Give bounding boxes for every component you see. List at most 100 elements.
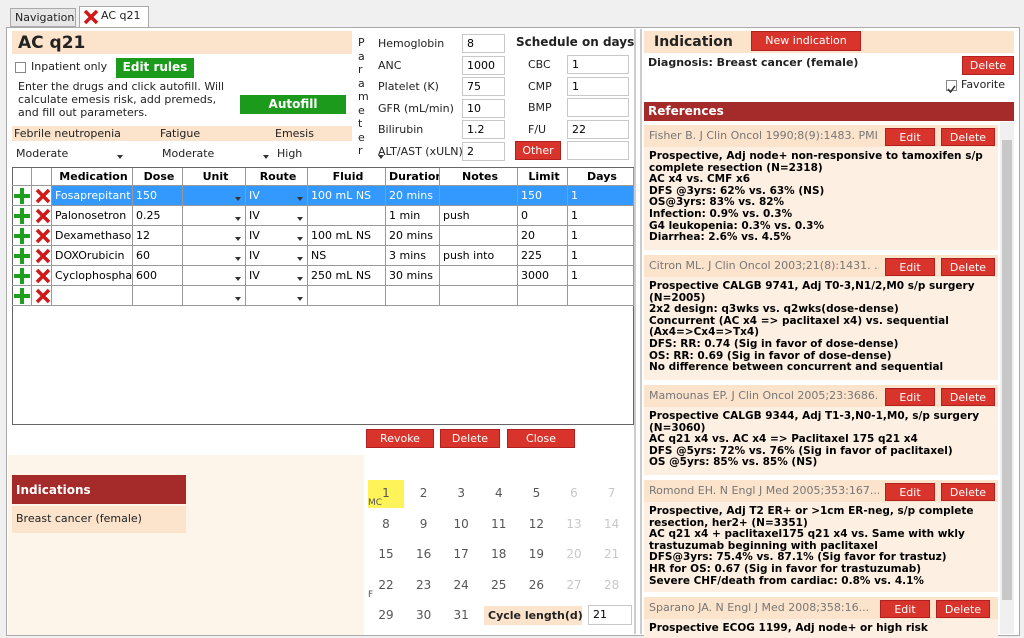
calendar-day[interactable]: 28 [603, 577, 620, 592]
dropdown-arrow[interactable] [232, 210, 244, 222]
parameter-input[interactable]: 8 [462, 34, 505, 53]
table-cell[interactable] [183, 186, 246, 206]
dropdown-arrow[interactable] [232, 290, 244, 302]
dropdown-arrow[interactable] [294, 250, 306, 262]
delete-row-icon[interactable] [35, 188, 51, 204]
edit-rules-button[interactable]: Edit rules [116, 58, 194, 78]
calendar-day[interactable]: 13 [566, 516, 582, 531]
delete-row-icon[interactable] [35, 208, 51, 224]
table-cell[interactable]: 1 [568, 246, 634, 266]
delete-reference-button[interactable]: Delete [936, 600, 990, 618]
edit-reference-button[interactable]: Edit [885, 483, 935, 501]
table-cell[interactable]: 1 [568, 206, 634, 226]
table-cell[interactable]: push into [440, 246, 518, 266]
add-row-icon[interactable] [13, 227, 31, 245]
table-cell[interactable] [246, 286, 308, 306]
table-cell[interactable]: 3000 [518, 266, 568, 286]
calendar-day[interactable]: 7 [607, 486, 616, 500]
dropdown-arrow[interactable] [294, 270, 306, 282]
delete-reference-button[interactable]: Delete [941, 128, 995, 146]
calendar-day[interactable]: 1 [382, 486, 390, 500]
delete-row-icon[interactable] [35, 268, 51, 284]
table-cell[interactable]: 1 [568, 186, 634, 206]
table-cell[interactable]: Cyclophosphamide [52, 266, 133, 286]
delete-row-icon[interactable] [35, 248, 51, 264]
table-cell[interactable] [440, 266, 518, 286]
calendar-day[interactable]: 17 [453, 547, 469, 561]
calendar-day[interactable]: 15 [378, 547, 394, 561]
table-cell[interactable] [308, 206, 386, 226]
schedule-input[interactable] [567, 98, 629, 117]
table-cell[interactable]: 20 mins [386, 186, 440, 206]
dropdown-arrow[interactable] [232, 270, 244, 282]
table-cell[interactable] [518, 286, 568, 306]
tab[interactable]: Navigation [10, 8, 76, 27]
edit-reference-button[interactable]: Edit [880, 600, 930, 618]
parameter-input[interactable]: 1.2 [462, 120, 505, 139]
calendar-day[interactable]: 14 [603, 516, 620, 531]
dropdown-arrow[interactable] [260, 148, 272, 160]
calendar-day[interactable]: 4 [494, 486, 503, 500]
edit-reference-button[interactable]: Edit [885, 388, 935, 406]
calendar-day[interactable]: 23 [415, 577, 432, 592]
new-indication-button[interactable]: New indication [751, 31, 861, 51]
calendar-day[interactable]: 19 [528, 547, 545, 561]
tab-close-icon[interactable] [83, 9, 99, 25]
table-cell[interactable]: NS [308, 246, 386, 266]
table-cell[interactable]: 0 [518, 206, 568, 226]
action-button[interactable]: Close [507, 429, 575, 448]
checkbox[interactable] [15, 62, 26, 73]
table-cell[interactable] [183, 226, 246, 246]
calendar-day[interactable]: 5 [532, 486, 541, 500]
table-cell[interactable] [183, 266, 246, 286]
table-cell[interactable]: IV [246, 206, 308, 226]
schedule-input[interactable]: 1 [567, 76, 629, 96]
dropdown-arrow[interactable] [232, 190, 244, 202]
table-cell[interactable]: 30 mins [386, 266, 440, 286]
parameter-input[interactable]: 2 [462, 141, 505, 161]
table-cell[interactable]: DOXOrubicin [52, 246, 133, 266]
table-cell[interactable] [183, 286, 246, 306]
table-cell[interactable]: 3 mins [386, 246, 440, 266]
table-cell[interactable]: IV [246, 186, 308, 206]
calendar-day[interactable]: 16 [415, 547, 432, 561]
calendar-day[interactable]: 10 [453, 516, 469, 531]
dropdown-arrow[interactable] [232, 250, 244, 262]
table-cell[interactable]: 600 [133, 266, 183, 286]
action-button[interactable]: Delete [440, 429, 500, 448]
dropdown-arrow[interactable] [294, 210, 306, 222]
parameter-input[interactable]: 75 [462, 77, 505, 96]
other-button[interactable]: Other [515, 141, 561, 160]
delete-reference-button[interactable]: Delete [941, 258, 995, 276]
table-cell[interactable]: 1 [568, 266, 634, 286]
table-cell[interactable]: Palonosetron [52, 206, 133, 226]
add-row-icon[interactable] [13, 207, 31, 225]
calendar-day[interactable]: 3 [457, 486, 465, 500]
action-button[interactable]: Revoke [366, 429, 434, 448]
calendar-day[interactable]: 26 [528, 577, 545, 592]
schedule-input[interactable] [567, 141, 629, 160]
table-cell[interactable]: Fosaprepitant [52, 186, 133, 206]
table-cell[interactable] [133, 286, 183, 306]
table-cell[interactable] [183, 246, 246, 266]
table-cell[interactable]: 20 [518, 226, 568, 246]
parameter-input[interactable]: 10 [462, 98, 505, 118]
calendar-day[interactable]: 30 [415, 608, 432, 622]
schedule-input[interactable]: 22 [567, 119, 629, 139]
table-cell[interactable]: 150 [518, 186, 568, 206]
add-row-icon[interactable] [13, 267, 31, 285]
calendar-day[interactable]: 20 [566, 547, 582, 561]
table-cell[interactable]: IV [246, 226, 308, 246]
dropdown-arrow[interactable] [114, 148, 126, 160]
calendar-day[interactable]: 31 [453, 608, 469, 622]
table-cell[interactable] [386, 286, 440, 306]
table-cell[interactable] [440, 226, 518, 246]
dropdown-arrow[interactable] [294, 190, 306, 202]
delete-row-icon[interactable] [35, 288, 51, 304]
parameter-input[interactable]: 1000 [462, 55, 505, 75]
table-cell[interactable] [52, 286, 133, 306]
table-cell[interactable]: IV [246, 266, 308, 286]
autofill-button[interactable]: Autofill [240, 95, 346, 114]
add-row-icon[interactable] [13, 247, 31, 265]
calendar-day[interactable]: 2 [419, 486, 428, 500]
